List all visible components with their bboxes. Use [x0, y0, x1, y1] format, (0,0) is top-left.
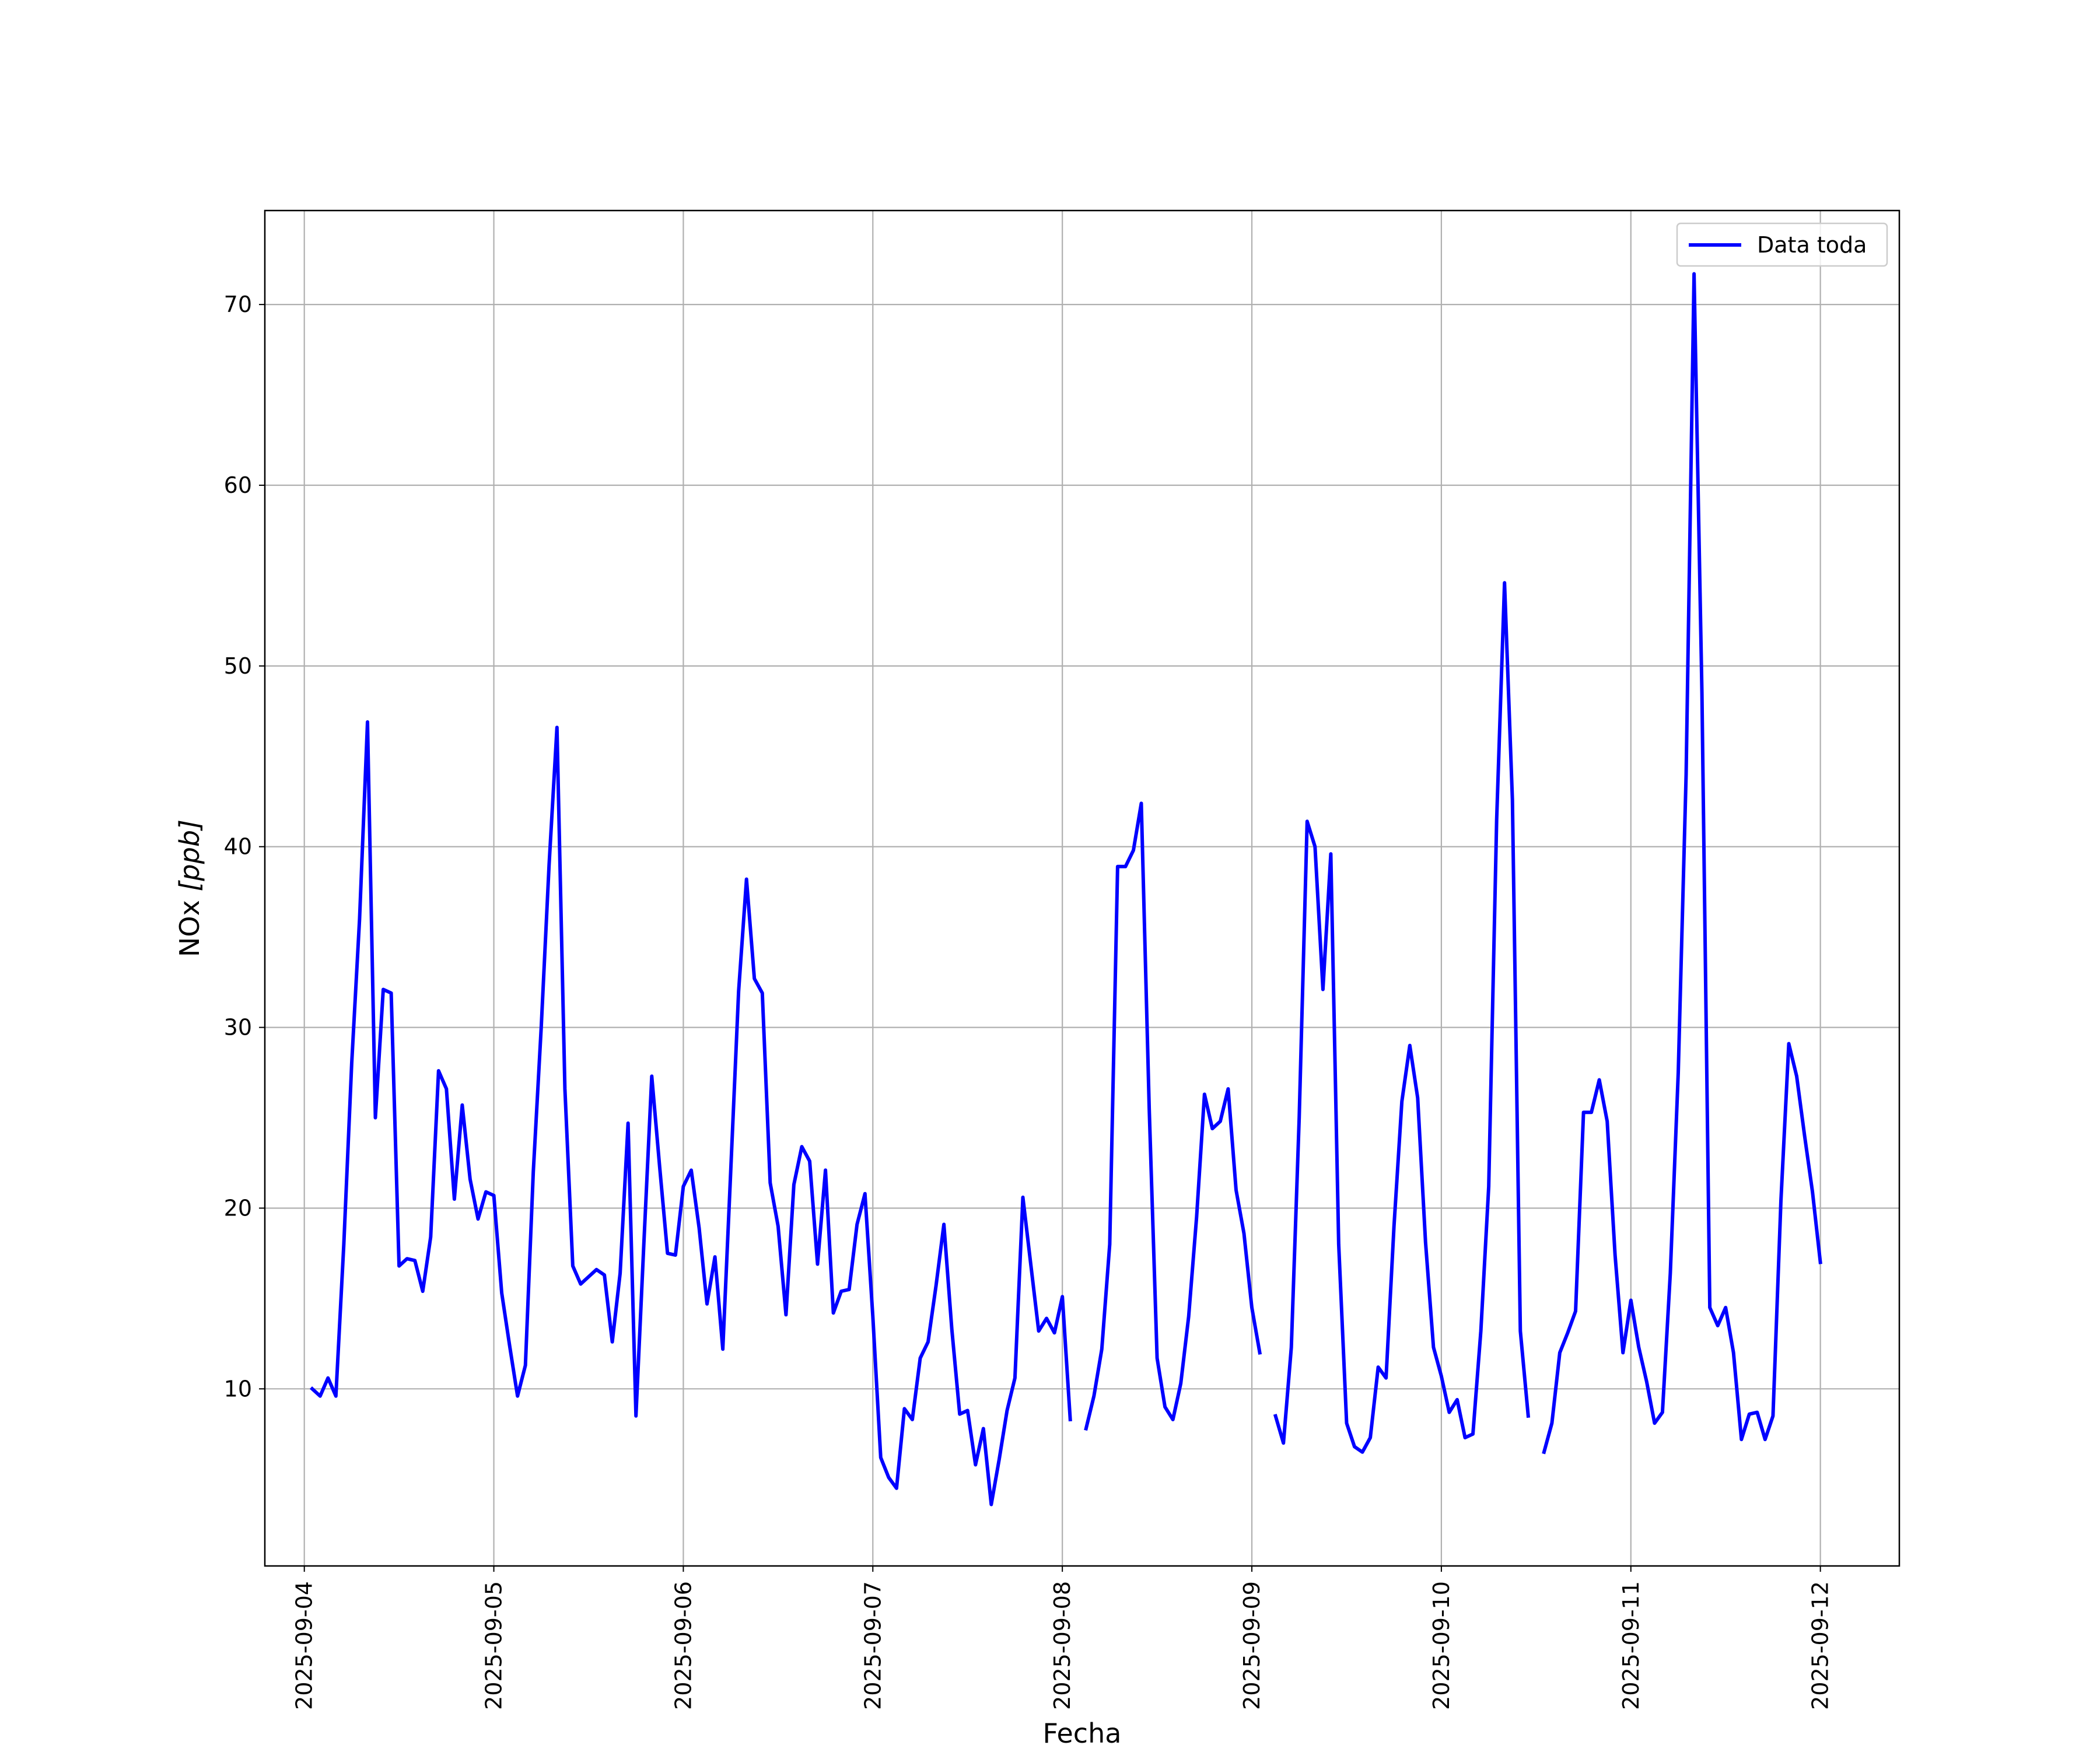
- y-tick-label: 10: [224, 1376, 252, 1401]
- y-axis-label-main: NOx: [174, 892, 205, 957]
- x-tick-label: 2025-09-06: [670, 1581, 696, 1710]
- series-line-segment: [1542, 272, 1822, 1455]
- legend-entry-label: Data toda: [1757, 232, 1867, 258]
- x-tick-label: 2025-09-07: [860, 1581, 886, 1710]
- y-axis-ticks: 10 20 30 40 50 60 70: [224, 292, 265, 1401]
- x-tick-label: 2025-09-11: [1618, 1581, 1644, 1710]
- y-tick-label: 60: [224, 472, 252, 498]
- x-tick-label: 2025-09-08: [1049, 1581, 1075, 1710]
- grid-lines: [265, 211, 1899, 1566]
- x-axis-label: Fecha: [1043, 1718, 1122, 1749]
- x-tick-label: 2025-09-04: [292, 1581, 317, 1710]
- y-tick-label: 20: [224, 1195, 252, 1221]
- series-line-segment: [1273, 581, 1531, 1454]
- x-tick-label: 2025-09-10: [1429, 1581, 1454, 1710]
- y-tick-label: 50: [224, 653, 252, 679]
- x-tick-label: 2025-09-05: [481, 1581, 507, 1710]
- y-axis-label: NOx [ppb]: [174, 819, 205, 957]
- series-layer: [309, 272, 1822, 1506]
- x-axis-ticks: 2025-09-04 2025-09-05 2025-09-06 2025-09-07…: [292, 1566, 1833, 1710]
- plot-area-frame: [264, 209, 1901, 1567]
- y-axis-label-unit: [ppb]: [174, 819, 205, 892]
- y-tick-label: 30: [224, 1015, 252, 1040]
- x-tick-label: 2025-09-09: [1239, 1581, 1265, 1710]
- legend-box: [1676, 222, 1888, 267]
- legend: Data toda: [1676, 222, 1888, 267]
- series-line-segment: [309, 720, 1072, 1506]
- y-tick-label: 70: [224, 292, 252, 317]
- series-line-segment: [1084, 801, 1262, 1431]
- y-tick-label: 40: [224, 834, 252, 860]
- x-tick-label: 2025-09-12: [1808, 1581, 1833, 1710]
